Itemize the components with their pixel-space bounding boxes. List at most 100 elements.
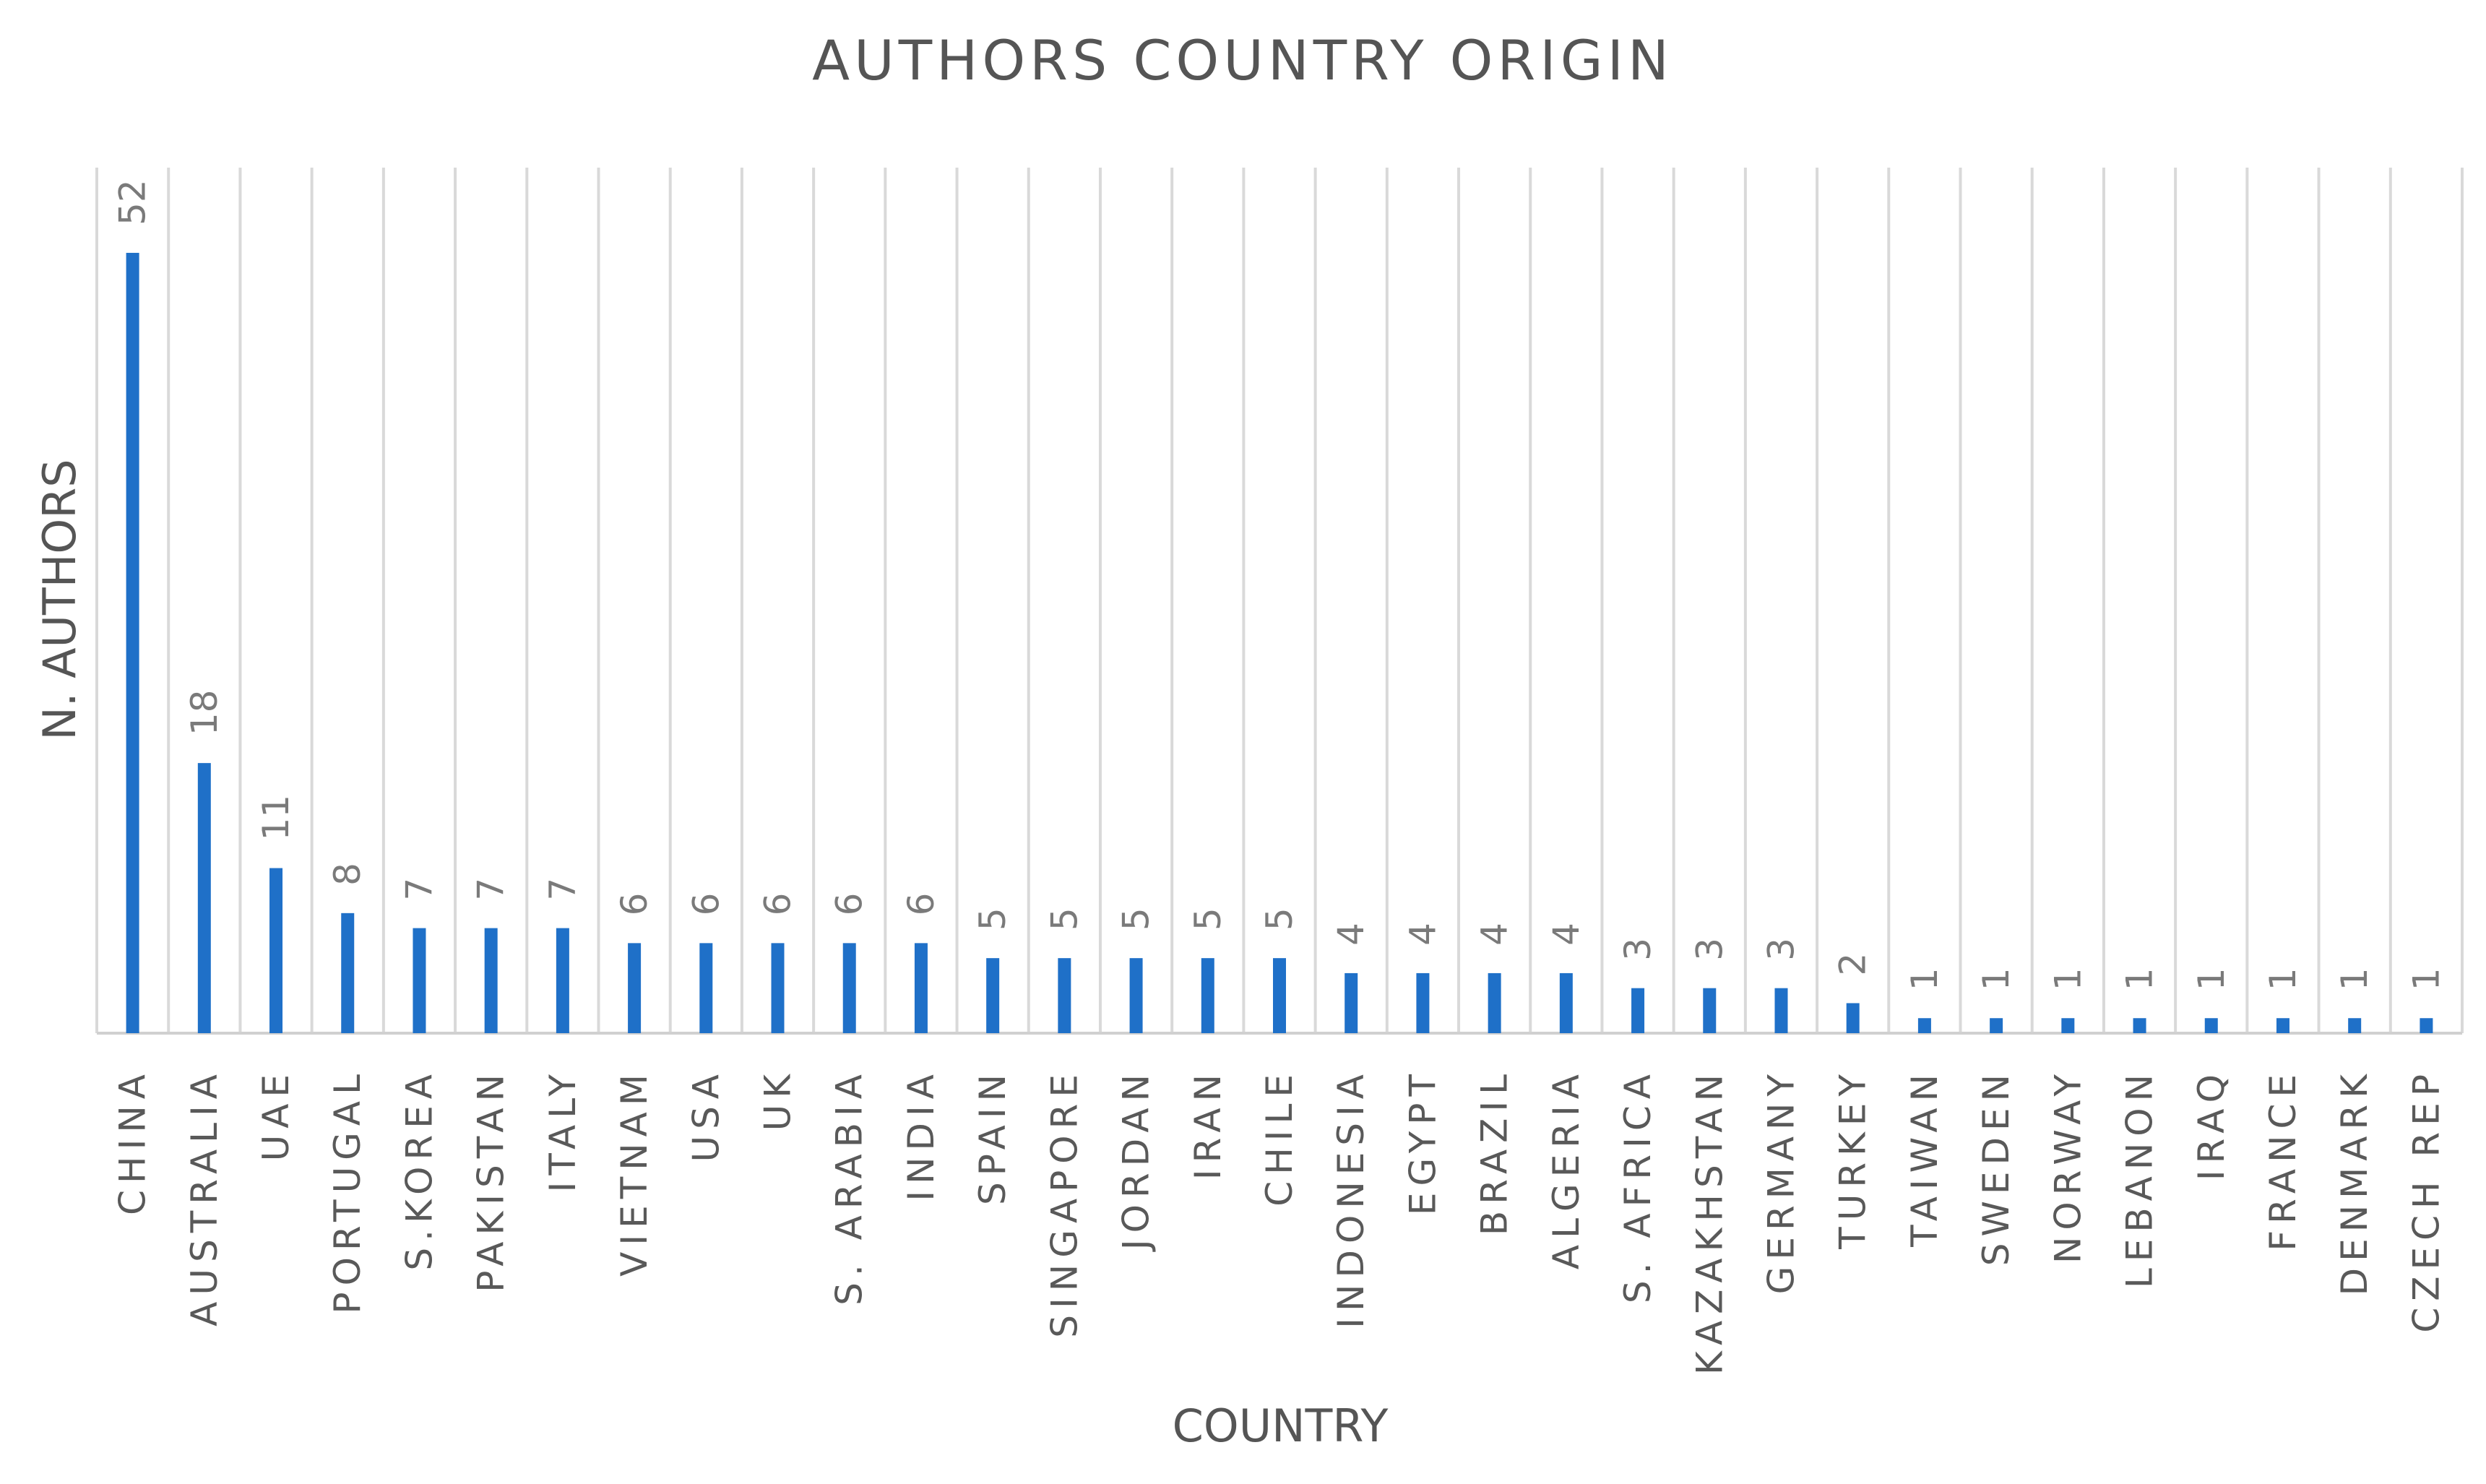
data-label: 6: [757, 893, 799, 916]
x-tick-label: NORWAY: [2047, 1068, 2089, 1264]
bars: [126, 252, 2433, 1034]
x-tick-label: GERMANY: [1760, 1068, 1802, 1294]
bar-vietnam: [628, 943, 642, 1033]
data-label: 7: [470, 878, 512, 901]
x-tick-label: S.KOREA: [398, 1068, 440, 1271]
bar-chile: [1273, 958, 1286, 1033]
x-tick-label: SWEDEN: [1975, 1068, 2017, 1266]
x-tick-label: PAKISTAN: [470, 1068, 512, 1293]
x-tick-label: INDIA: [900, 1068, 942, 1202]
data-label: 4: [1474, 923, 1516, 946]
y-axis-title: N. AUTHORS: [33, 459, 86, 740]
x-tick-label: LEBANON: [2119, 1068, 2161, 1288]
x-tick-label: CZECH REP: [2405, 1068, 2447, 1333]
data-label: 1: [2334, 967, 2375, 991]
bar-kazakhstan: [1703, 988, 1717, 1033]
bar-norway: [2061, 1018, 2075, 1033]
x-tick-label: EGYPT: [1402, 1068, 1443, 1215]
data-label: 2: [1832, 953, 1874, 976]
data-label: 52: [112, 179, 154, 225]
x-tick-label: ALGERIA: [1545, 1068, 1587, 1269]
x-tick-label: SPAIN: [972, 1068, 1014, 1205]
data-label: 6: [685, 893, 727, 916]
bar-egypt: [1416, 972, 1430, 1033]
data-label: 1: [1975, 967, 2017, 991]
data-label: 4: [1402, 923, 1443, 946]
data-label: 6: [829, 893, 871, 916]
x-tick-label: USA: [685, 1068, 727, 1162]
x-tick-label: SINGAPORE: [1043, 1068, 1085, 1338]
data-label: 4: [1545, 923, 1587, 946]
bar-pakistan: [484, 928, 498, 1033]
data-label: 1: [2047, 967, 2089, 991]
data-label: 1: [2191, 967, 2232, 991]
x-tick-label: BRAZIL: [1474, 1068, 1516, 1235]
bar-algeria: [1559, 972, 1573, 1033]
bar-china: [126, 252, 139, 1034]
bar-brazil: [1488, 972, 1501, 1033]
x-tick-label: JORDAN: [1115, 1068, 1157, 1252]
x-tick-label: CHILE: [1259, 1068, 1300, 1207]
x-tick-label: KAZAKHSTAN: [1688, 1068, 1730, 1375]
x-tick-label: PORTUGAL: [327, 1068, 368, 1314]
x-tick-label: S. AFRICA: [1617, 1068, 1659, 1303]
bar-australia: [197, 763, 211, 1033]
x-tick-label: VIETNAM: [613, 1068, 655, 1277]
data-label: 7: [398, 878, 440, 901]
bar-indonesia: [1345, 972, 1358, 1033]
data-label: 3: [1617, 938, 1659, 961]
bar-taiwan: [1917, 1018, 1931, 1033]
data-label: 18: [184, 690, 225, 736]
data-label: 1: [1904, 967, 1946, 991]
x-axis-title: COUNTRY: [1173, 1399, 1389, 1452]
data-label: 8: [327, 863, 368, 886]
x-tick-label: S. ARABIA: [829, 1068, 871, 1306]
data-label: 1: [2262, 967, 2304, 991]
data-label: 5: [1115, 907, 1157, 931]
x-tick-label: DENMARK: [2334, 1068, 2375, 1295]
bar-turkey: [1846, 1003, 1860, 1033]
data-label: 7: [542, 878, 584, 901]
x-tick-label: UAE: [255, 1068, 297, 1161]
bar-s-korea: [413, 928, 426, 1033]
bar-lebanon: [2133, 1018, 2146, 1033]
bar-singapore: [1058, 958, 1071, 1033]
x-tick-label: TAIWAN: [1904, 1068, 1946, 1248]
data-label: 5: [1259, 907, 1300, 931]
bar-iraq: [2204, 1018, 2218, 1033]
x-tick-label: INDONESIA: [1330, 1068, 1372, 1329]
bar-uk: [771, 943, 785, 1033]
bar-germany: [1774, 988, 1788, 1033]
data-label: 1: [2405, 967, 2447, 991]
data-label: 3: [1688, 938, 1730, 961]
data-label: 6: [613, 893, 655, 916]
bar-portugal: [341, 913, 355, 1033]
x-tick-label: TURKEY: [1832, 1068, 1874, 1250]
bar-india: [914, 943, 928, 1033]
bar-spain: [986, 958, 1000, 1033]
bar-france: [2276, 1018, 2289, 1033]
data-label: 3: [1760, 938, 1802, 961]
data-label: 4: [1330, 923, 1372, 946]
bar-uae: [269, 868, 283, 1033]
bar-jordan: [1129, 958, 1143, 1033]
x-tick-label: UK: [757, 1068, 799, 1131]
bar-usa: [699, 943, 713, 1033]
data-label: 5: [1187, 907, 1229, 931]
data-label: 11: [255, 795, 297, 841]
x-tick-label: IRAQ: [2191, 1068, 2232, 1181]
data-label: 1: [2119, 967, 2161, 991]
x-tick-label: IRAN: [1187, 1068, 1229, 1180]
x-tick-label: ITALY: [542, 1068, 584, 1192]
chart-title: AUTHORS COUNTRY ORIGIN: [812, 28, 1673, 92]
data-label: 6: [900, 893, 942, 916]
bar-czech-rep: [2420, 1018, 2433, 1033]
x-tick-labels: CHINA AUSTRALIA UAE PORTUGAL S.KOREA PAKISTAN…: [112, 1068, 2448, 1375]
bar-denmark: [2348, 1018, 2362, 1033]
bar-iran: [1201, 958, 1214, 1033]
bar-sweden: [1990, 1018, 2003, 1033]
bar-s-africa: [1631, 988, 1645, 1033]
